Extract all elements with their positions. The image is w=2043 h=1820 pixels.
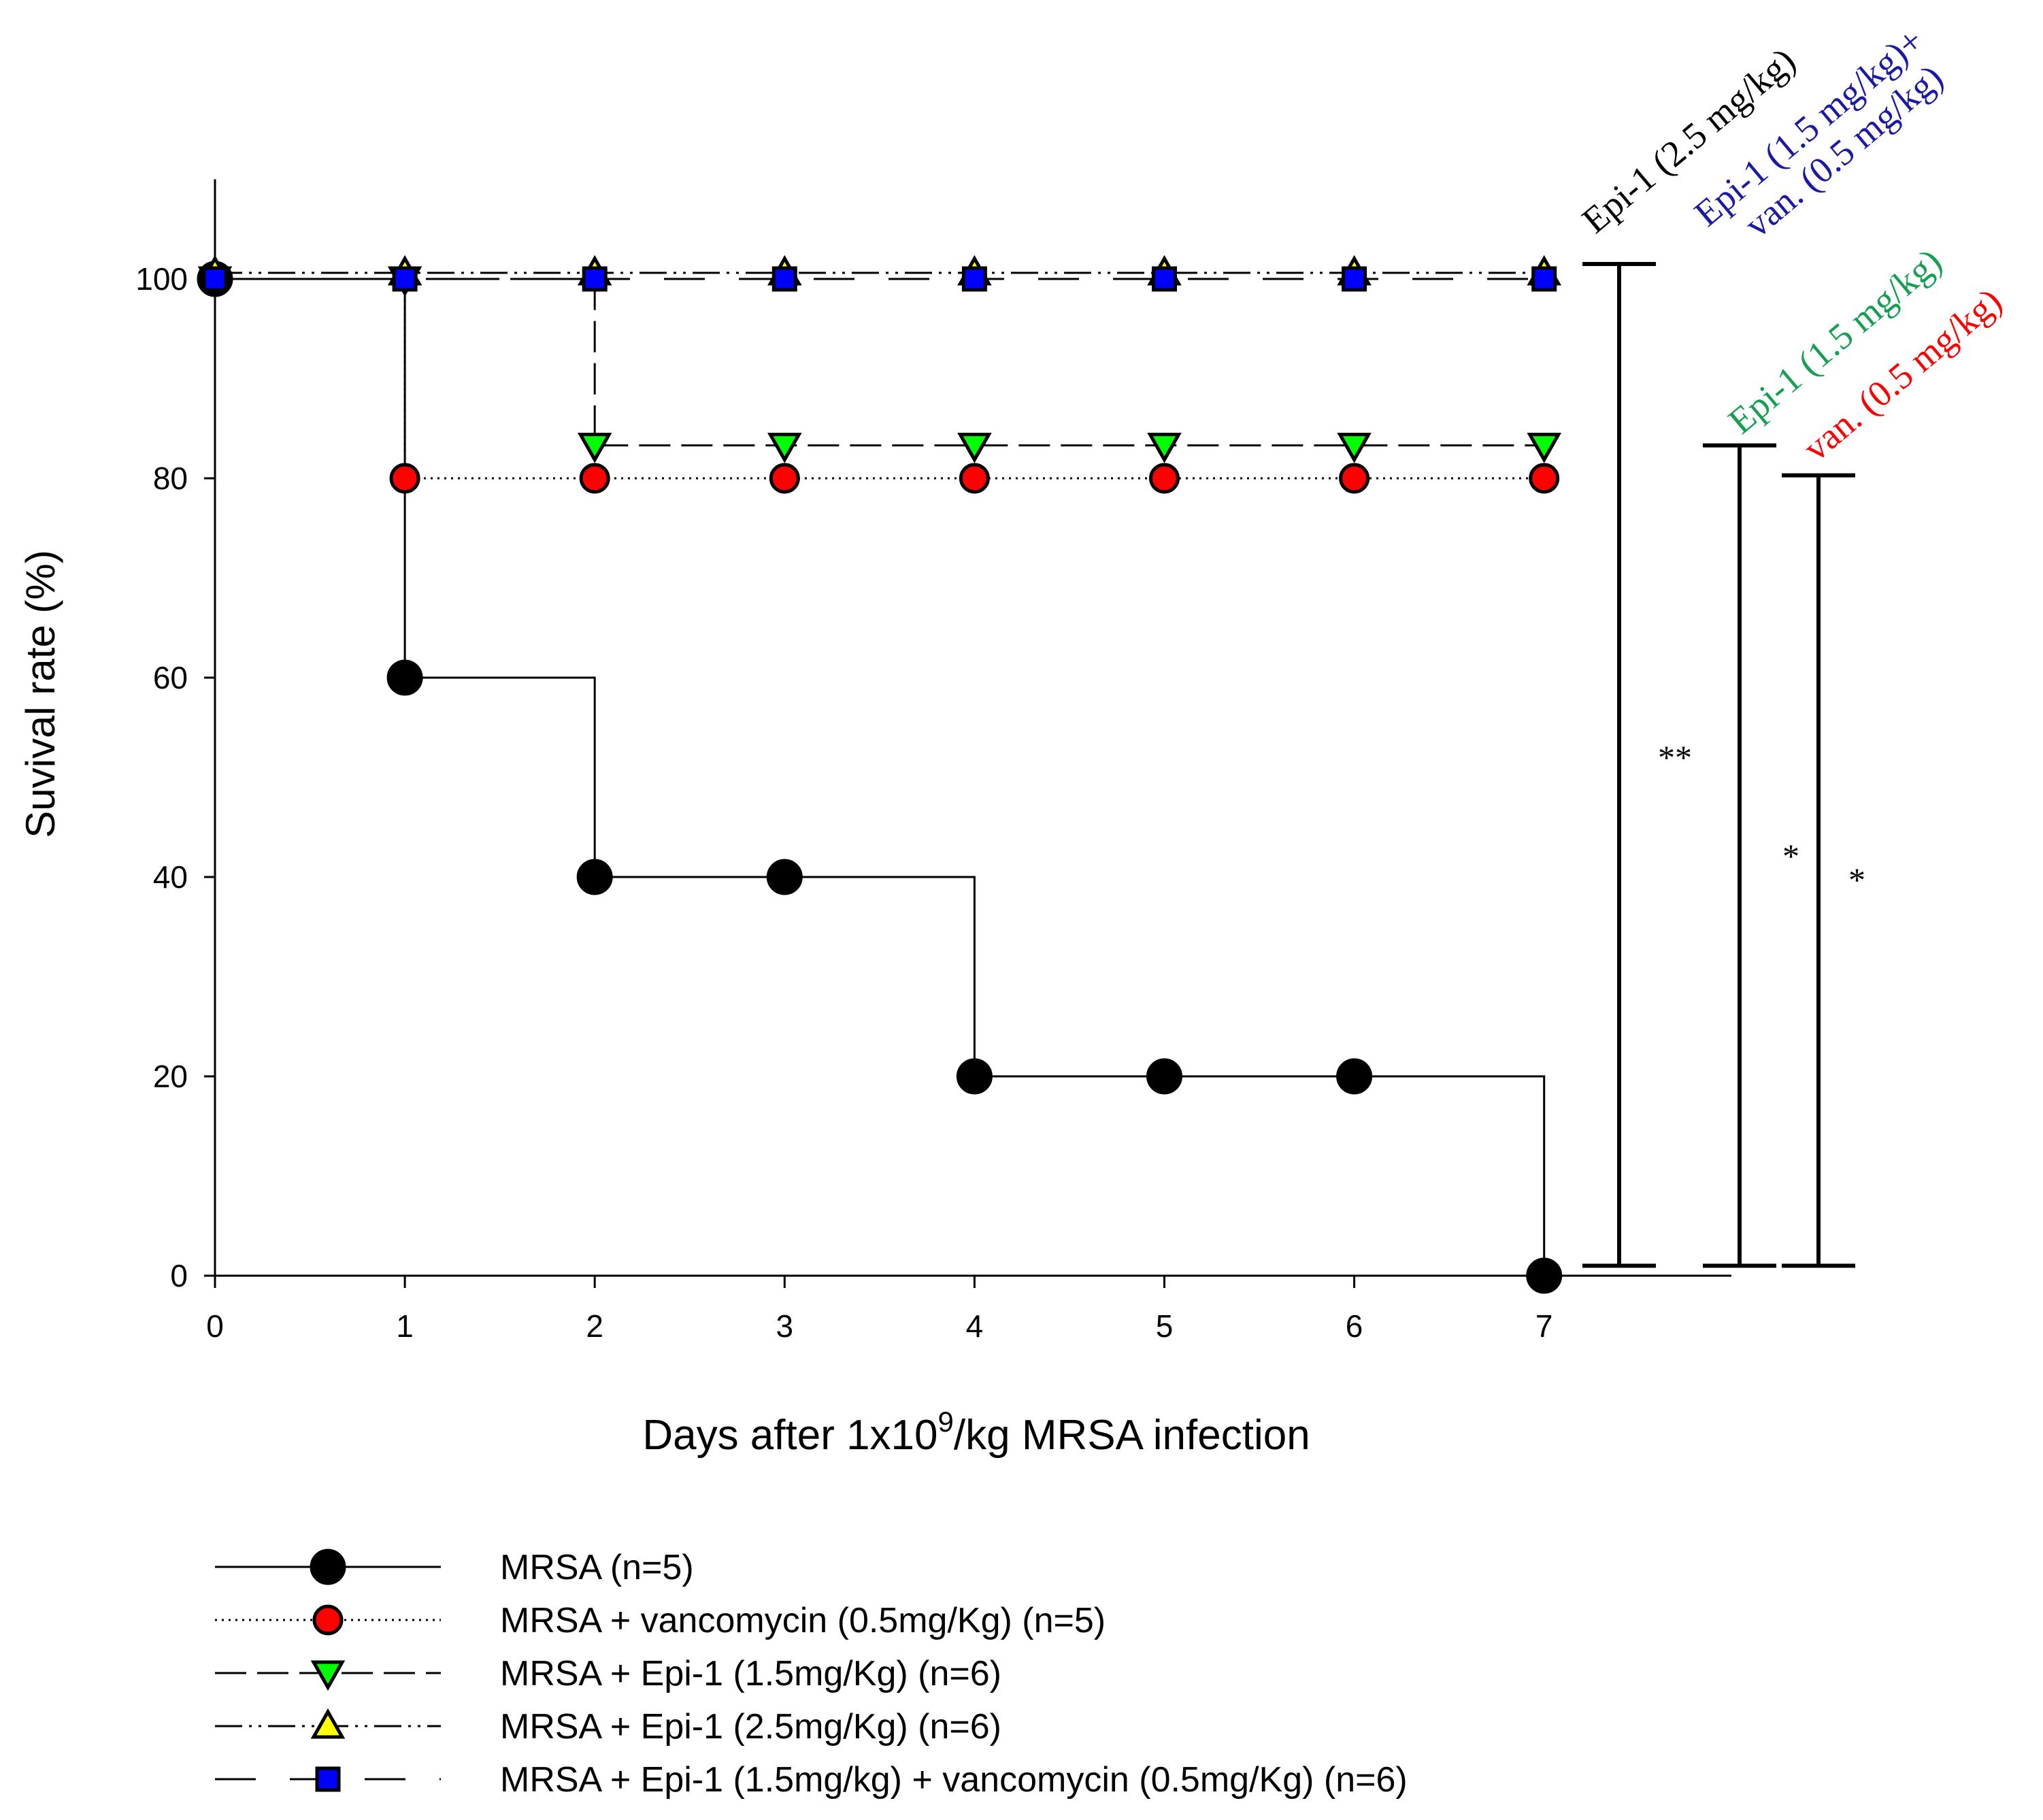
y-tick-label: 40 xyxy=(153,859,188,895)
x-tick-label: 1 xyxy=(396,1308,414,1344)
data-point xyxy=(392,266,418,292)
data-point xyxy=(386,659,423,696)
data-point xyxy=(1146,1058,1182,1095)
data-point xyxy=(202,266,228,292)
legend-marker xyxy=(310,1708,346,1739)
data-point xyxy=(767,433,802,463)
data-point xyxy=(959,463,990,494)
y-tick-label: 20 xyxy=(153,1059,188,1094)
data-point xyxy=(1152,266,1177,292)
series-5 xyxy=(202,266,1557,292)
legend-label: MRSA + Epi-1 (1.5mg/Kg) (n=6) xyxy=(500,1654,1001,1693)
series-1 xyxy=(197,261,1563,1294)
y-tick-label: 100 xyxy=(135,261,188,297)
x-axis-title: Days after 1x109/kg MRSA infection xyxy=(642,1406,1310,1459)
data-point xyxy=(771,266,797,292)
data-point xyxy=(766,859,803,895)
data-point xyxy=(1149,463,1180,494)
x-tick-label: 5 xyxy=(1156,1308,1174,1344)
legend-label: MRSA + Epi-1 (1.5mg/kg) + vancomycin (0.… xyxy=(500,1760,1408,1800)
legend-marker xyxy=(315,1766,341,1792)
annotation-label: Epi-1 (1.5 mg/kg)+van. (0.5 mg/kg) xyxy=(1687,20,1957,265)
data-point xyxy=(957,433,992,463)
data-point xyxy=(769,463,800,494)
legend-marker xyxy=(310,1549,346,1585)
legend-marker xyxy=(310,1660,346,1691)
significance-label: ** xyxy=(1658,738,1692,776)
data-point xyxy=(1337,433,1372,463)
axes: 0 20 40 60 80 100 0 1 2 3 4 5 6 7 Suvival rate (%) Days… xyxy=(18,179,1731,1459)
data-point xyxy=(1336,1058,1373,1095)
data-point xyxy=(577,433,612,463)
y-tick-label: 80 xyxy=(153,461,188,496)
data-point xyxy=(1526,1257,1563,1294)
data-point xyxy=(1527,433,1561,463)
data-point xyxy=(1147,433,1182,463)
y-axis-title: Suvival rate (%) xyxy=(18,550,63,838)
x-tick-label: 4 xyxy=(966,1308,984,1344)
legend-label: MRSA + Epi-1 (2.5mg/Kg) (n=6) xyxy=(500,1707,1001,1747)
data-point xyxy=(1342,266,1367,292)
x-tick-label: 7 xyxy=(1535,1308,1553,1344)
significance-label: * xyxy=(1848,861,1865,899)
data-point xyxy=(1529,463,1560,494)
data-point xyxy=(582,266,608,292)
data-point xyxy=(961,266,987,292)
data-point xyxy=(1531,266,1557,292)
significance-label: * xyxy=(1782,837,1799,875)
data-point xyxy=(956,1058,993,1095)
series-line xyxy=(215,278,1544,447)
x-tick-label: 6 xyxy=(1346,1308,1363,1344)
data-point xyxy=(1339,463,1370,494)
data-point xyxy=(579,463,610,494)
x-tick-label: 2 xyxy=(586,1308,603,1344)
annotations: ****Epi-1 (2.5 mg/kg)Epi-1 (1.5 mg/kg)+v… xyxy=(1574,20,2009,1268)
x-tick-label: 0 xyxy=(206,1308,224,1344)
data-point xyxy=(576,859,613,895)
y-tick-label: 60 xyxy=(153,660,188,695)
data-point xyxy=(389,463,420,494)
x-tick-label: 3 xyxy=(776,1308,794,1344)
series-2 xyxy=(199,263,1560,494)
legend-label: MRSA (n=5) xyxy=(500,1548,694,1587)
y-tick-label: 0 xyxy=(170,1258,188,1293)
legend-label: MRSA + vancomycin (0.5mg/Kg) (n=5) xyxy=(500,1601,1106,1640)
series-line xyxy=(215,278,1544,480)
series-line xyxy=(215,278,1546,1276)
legend: MRSA (n=5) MRSA + vancomycin (0.5mg/Kg) (… xyxy=(215,1548,1408,1800)
legend-marker xyxy=(312,1604,344,1636)
